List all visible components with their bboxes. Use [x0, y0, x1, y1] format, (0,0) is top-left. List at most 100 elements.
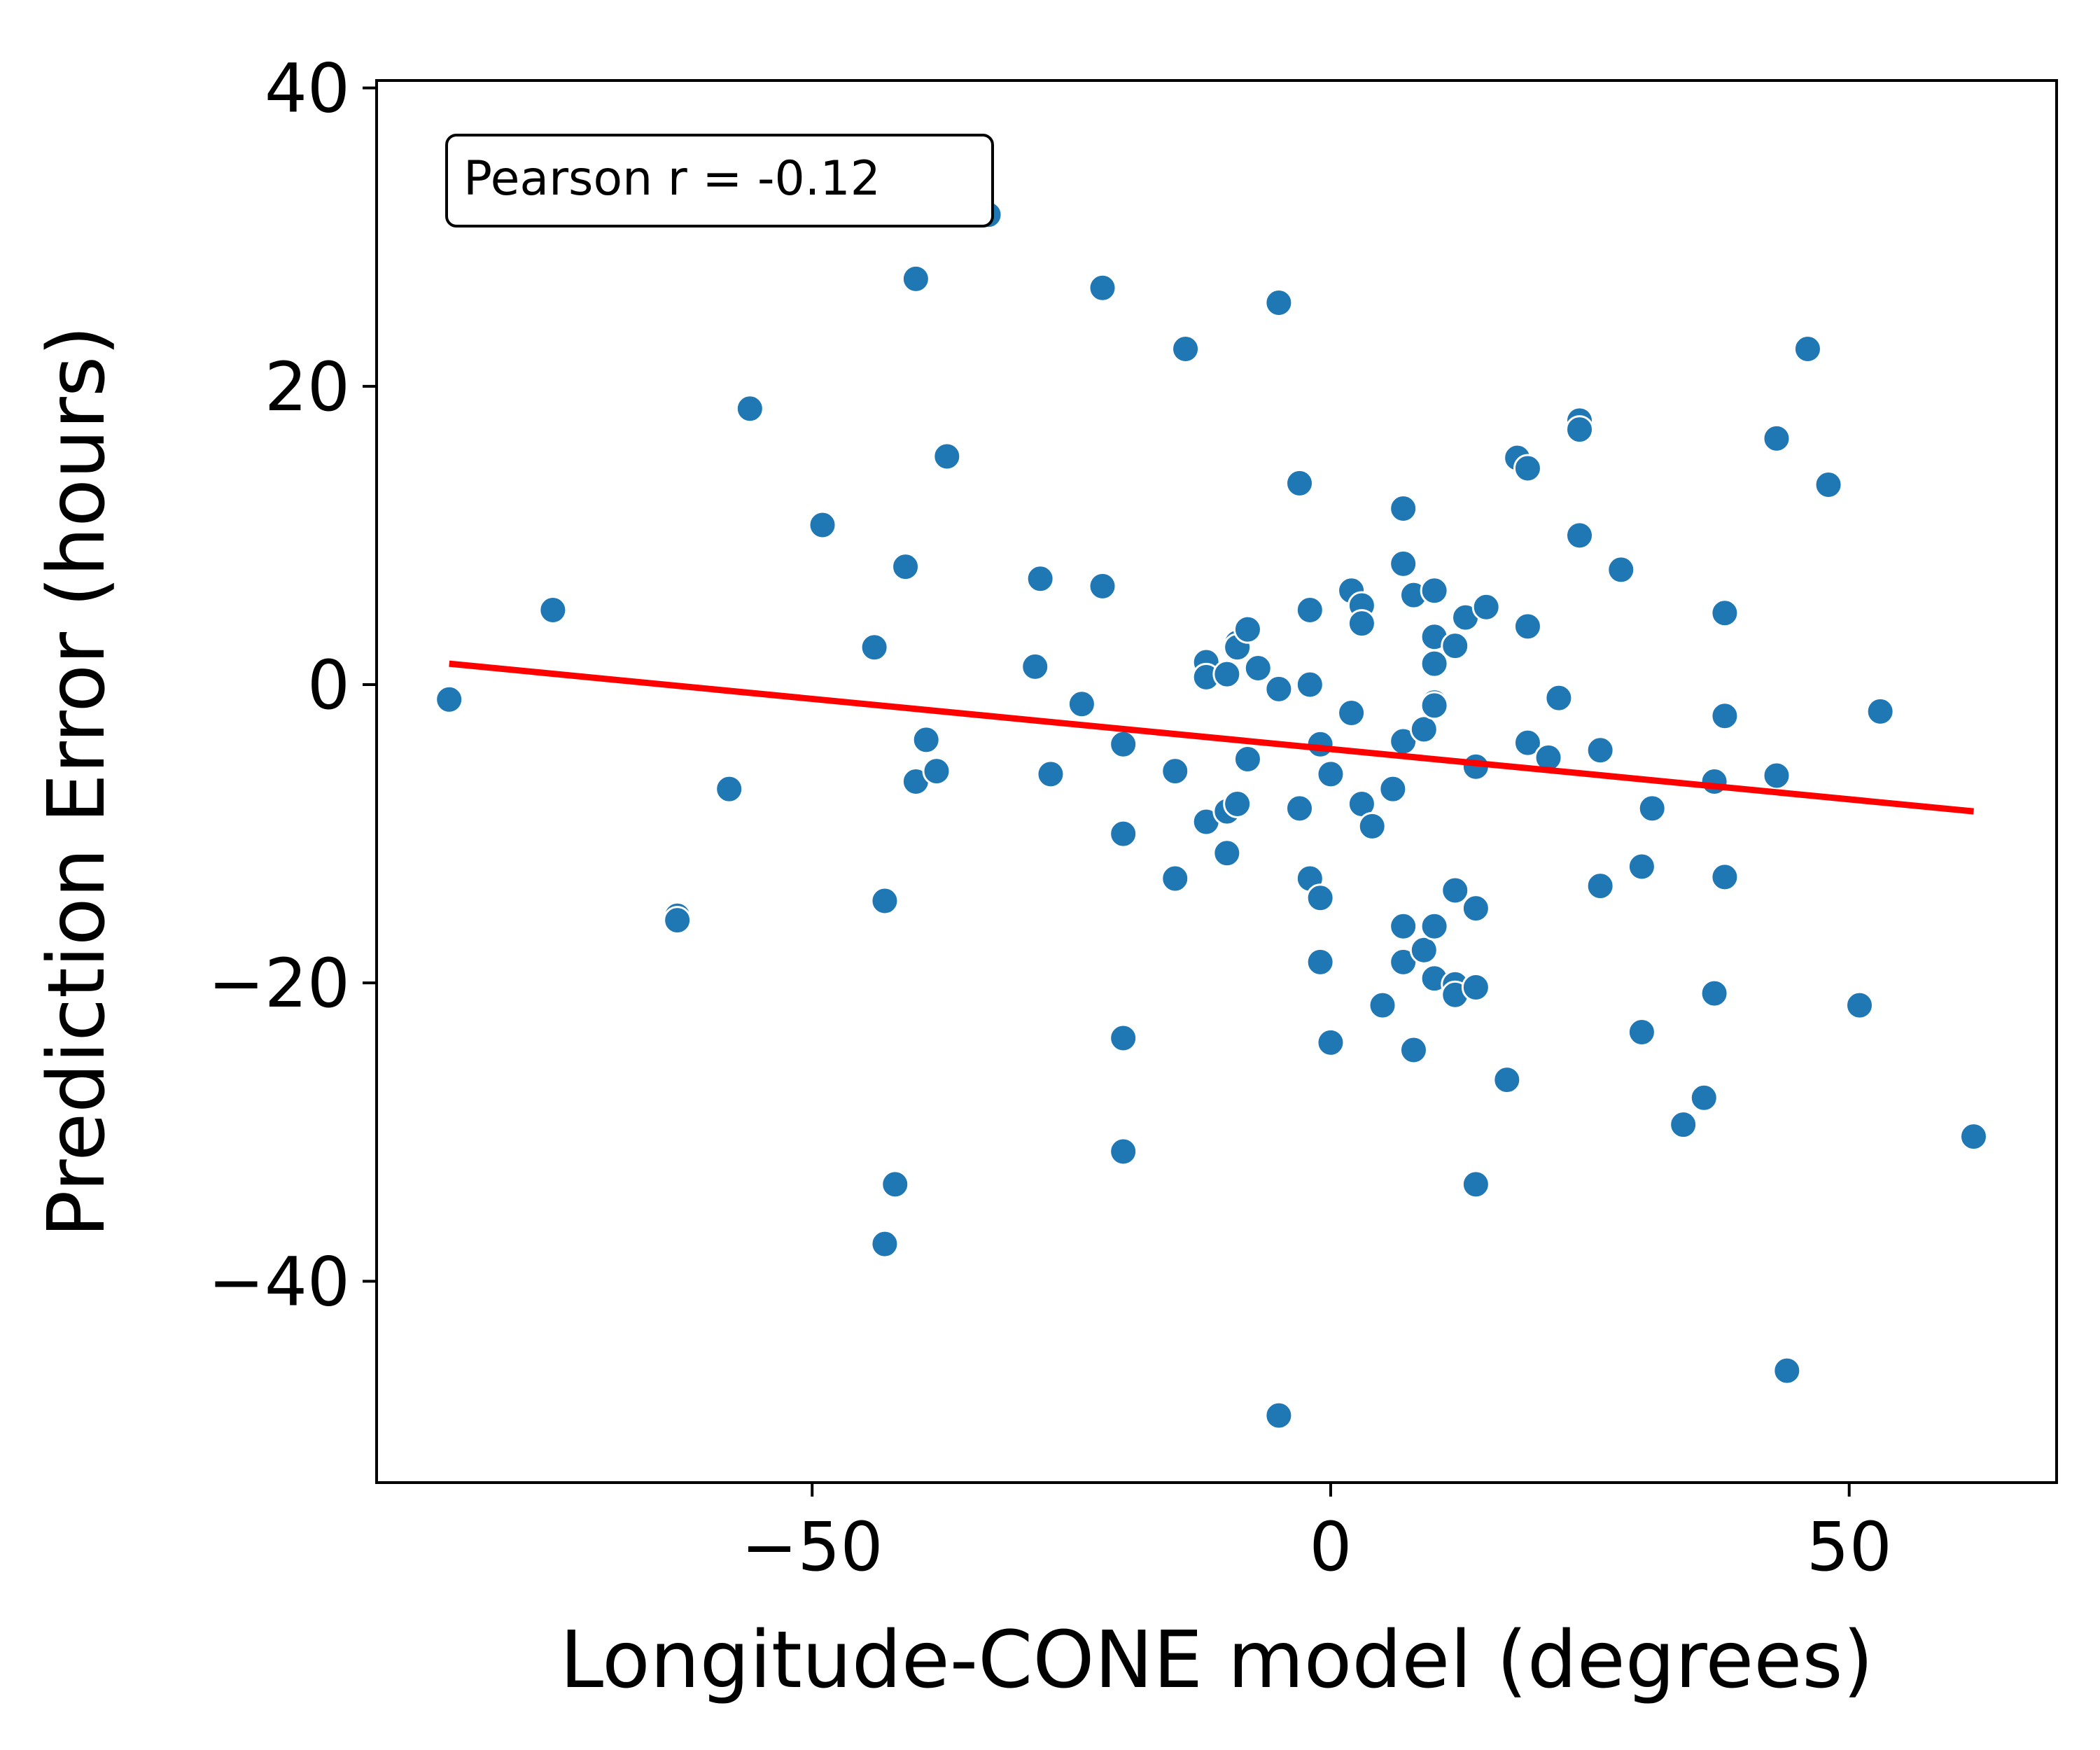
data-point: [1865, 696, 1895, 726]
data-point: [1021, 652, 1050, 681]
data-point: [932, 442, 962, 471]
data-point: [1357, 811, 1387, 841]
data-point: [1700, 767, 1729, 796]
data-point: [1161, 864, 1190, 893]
data-point: [1109, 729, 1138, 759]
data-point: [1513, 454, 1542, 483]
data-point: [1223, 789, 1252, 818]
data-point: [1492, 1065, 1522, 1095]
y-tick-label: −40: [208, 1242, 350, 1321]
data-point: [1389, 911, 1418, 941]
data-point: [1586, 736, 1615, 765]
y-tick-label: −20: [208, 944, 350, 1023]
x-tick-label: 50: [1807, 1508, 1892, 1586]
data-point: [1337, 698, 1366, 727]
data-point: [1461, 894, 1490, 923]
data-point: [1959, 1122, 1988, 1152]
data-point: [1762, 424, 1791, 453]
data-point: [1088, 273, 1117, 302]
data-point: [1109, 1137, 1138, 1166]
data-point: [870, 886, 899, 916]
data-point: [1306, 947, 1335, 976]
data-point: [1669, 1110, 1698, 1140]
data-point: [1264, 674, 1294, 704]
data-point: [1420, 576, 1449, 606]
data-point: [1627, 1017, 1656, 1046]
data-point: [1814, 470, 1843, 499]
data-point: [1710, 862, 1740, 892]
data-point: [735, 394, 764, 424]
data-point: [1264, 288, 1294, 317]
data-point: [1441, 876, 1470, 905]
data-point: [1710, 701, 1740, 731]
data-point: [1565, 415, 1595, 444]
plot-marks: [435, 200, 1988, 1430]
data-point: [1109, 1023, 1138, 1053]
data-point: [922, 757, 951, 786]
data-point: [1420, 911, 1449, 941]
data-point: [1212, 659, 1242, 689]
data-point: [1026, 564, 1055, 594]
annotation-box: Pearson r = -0.12: [445, 134, 994, 227]
x-tick-label: −50: [741, 1508, 883, 1586]
data-point: [1233, 615, 1262, 644]
data-point: [1399, 1035, 1428, 1065]
data-point: [1067, 690, 1096, 719]
data-point: [1316, 1028, 1345, 1057]
data-point: [1762, 761, 1791, 790]
data-point: [1378, 774, 1408, 804]
data-point: [1161, 757, 1190, 786]
data-point: [1368, 990, 1397, 1020]
data-point: [1295, 670, 1324, 699]
data-point: [1212, 839, 1242, 868]
data-point: [663, 906, 692, 935]
data-point: [1710, 598, 1740, 628]
data-point: [901, 264, 930, 293]
y-tick-label: 20: [265, 348, 350, 426]
data-point: [808, 510, 837, 540]
x-tick-label: 0: [1309, 1508, 1352, 1586]
data-point: [1565, 521, 1595, 550]
data-point: [1441, 631, 1470, 661]
data-point: [881, 1170, 910, 1199]
data-point: [1285, 794, 1315, 823]
data-point: [1544, 683, 1574, 713]
data-point: [911, 725, 941, 755]
y-axis-label: Prediction Error (hours): [31, 326, 122, 1238]
data-point: [1471, 592, 1501, 622]
data-point: [1637, 794, 1667, 823]
data-point: [1586, 872, 1615, 901]
data-point: [1233, 745, 1262, 774]
data-point: [1088, 571, 1117, 601]
data-point: [1700, 979, 1729, 1008]
data-point: [1461, 973, 1490, 1002]
data-point: [1389, 549, 1418, 578]
data-point: [1109, 819, 1138, 848]
plot-frame: [375, 79, 2058, 1484]
data-point: [1627, 852, 1656, 881]
x-axis-label: Longitude-CONE model (degrees): [560, 1615, 1874, 1706]
data-point: [1171, 335, 1200, 364]
data-point: [1243, 654, 1273, 683]
y-tick-label: 0: [307, 646, 350, 724]
annotation-frame: [445, 134, 994, 227]
data-point: [1513, 612, 1542, 641]
data-point: [435, 685, 464, 714]
data-point: [1306, 883, 1335, 913]
data-point: [1409, 715, 1438, 744]
data-point: [1295, 595, 1324, 624]
data-point: [860, 633, 889, 662]
axis-ticks: −50 0 50 −40 −20 0 20 40: [208, 50, 1891, 1586]
data-point: [891, 552, 920, 582]
data-point: [1036, 760, 1065, 789]
data-point: [1285, 468, 1315, 498]
data-point: [1845, 990, 1875, 1020]
trend-line: [449, 660, 1974, 815]
data-point: [1316, 760, 1345, 789]
data-point: [1772, 1356, 1802, 1385]
data-point: [1513, 728, 1542, 757]
pearson-annotation: Pearson r = -0.12: [463, 151, 881, 206]
data-point: [1793, 335, 1822, 364]
y-tick-label: 40: [265, 50, 350, 128]
